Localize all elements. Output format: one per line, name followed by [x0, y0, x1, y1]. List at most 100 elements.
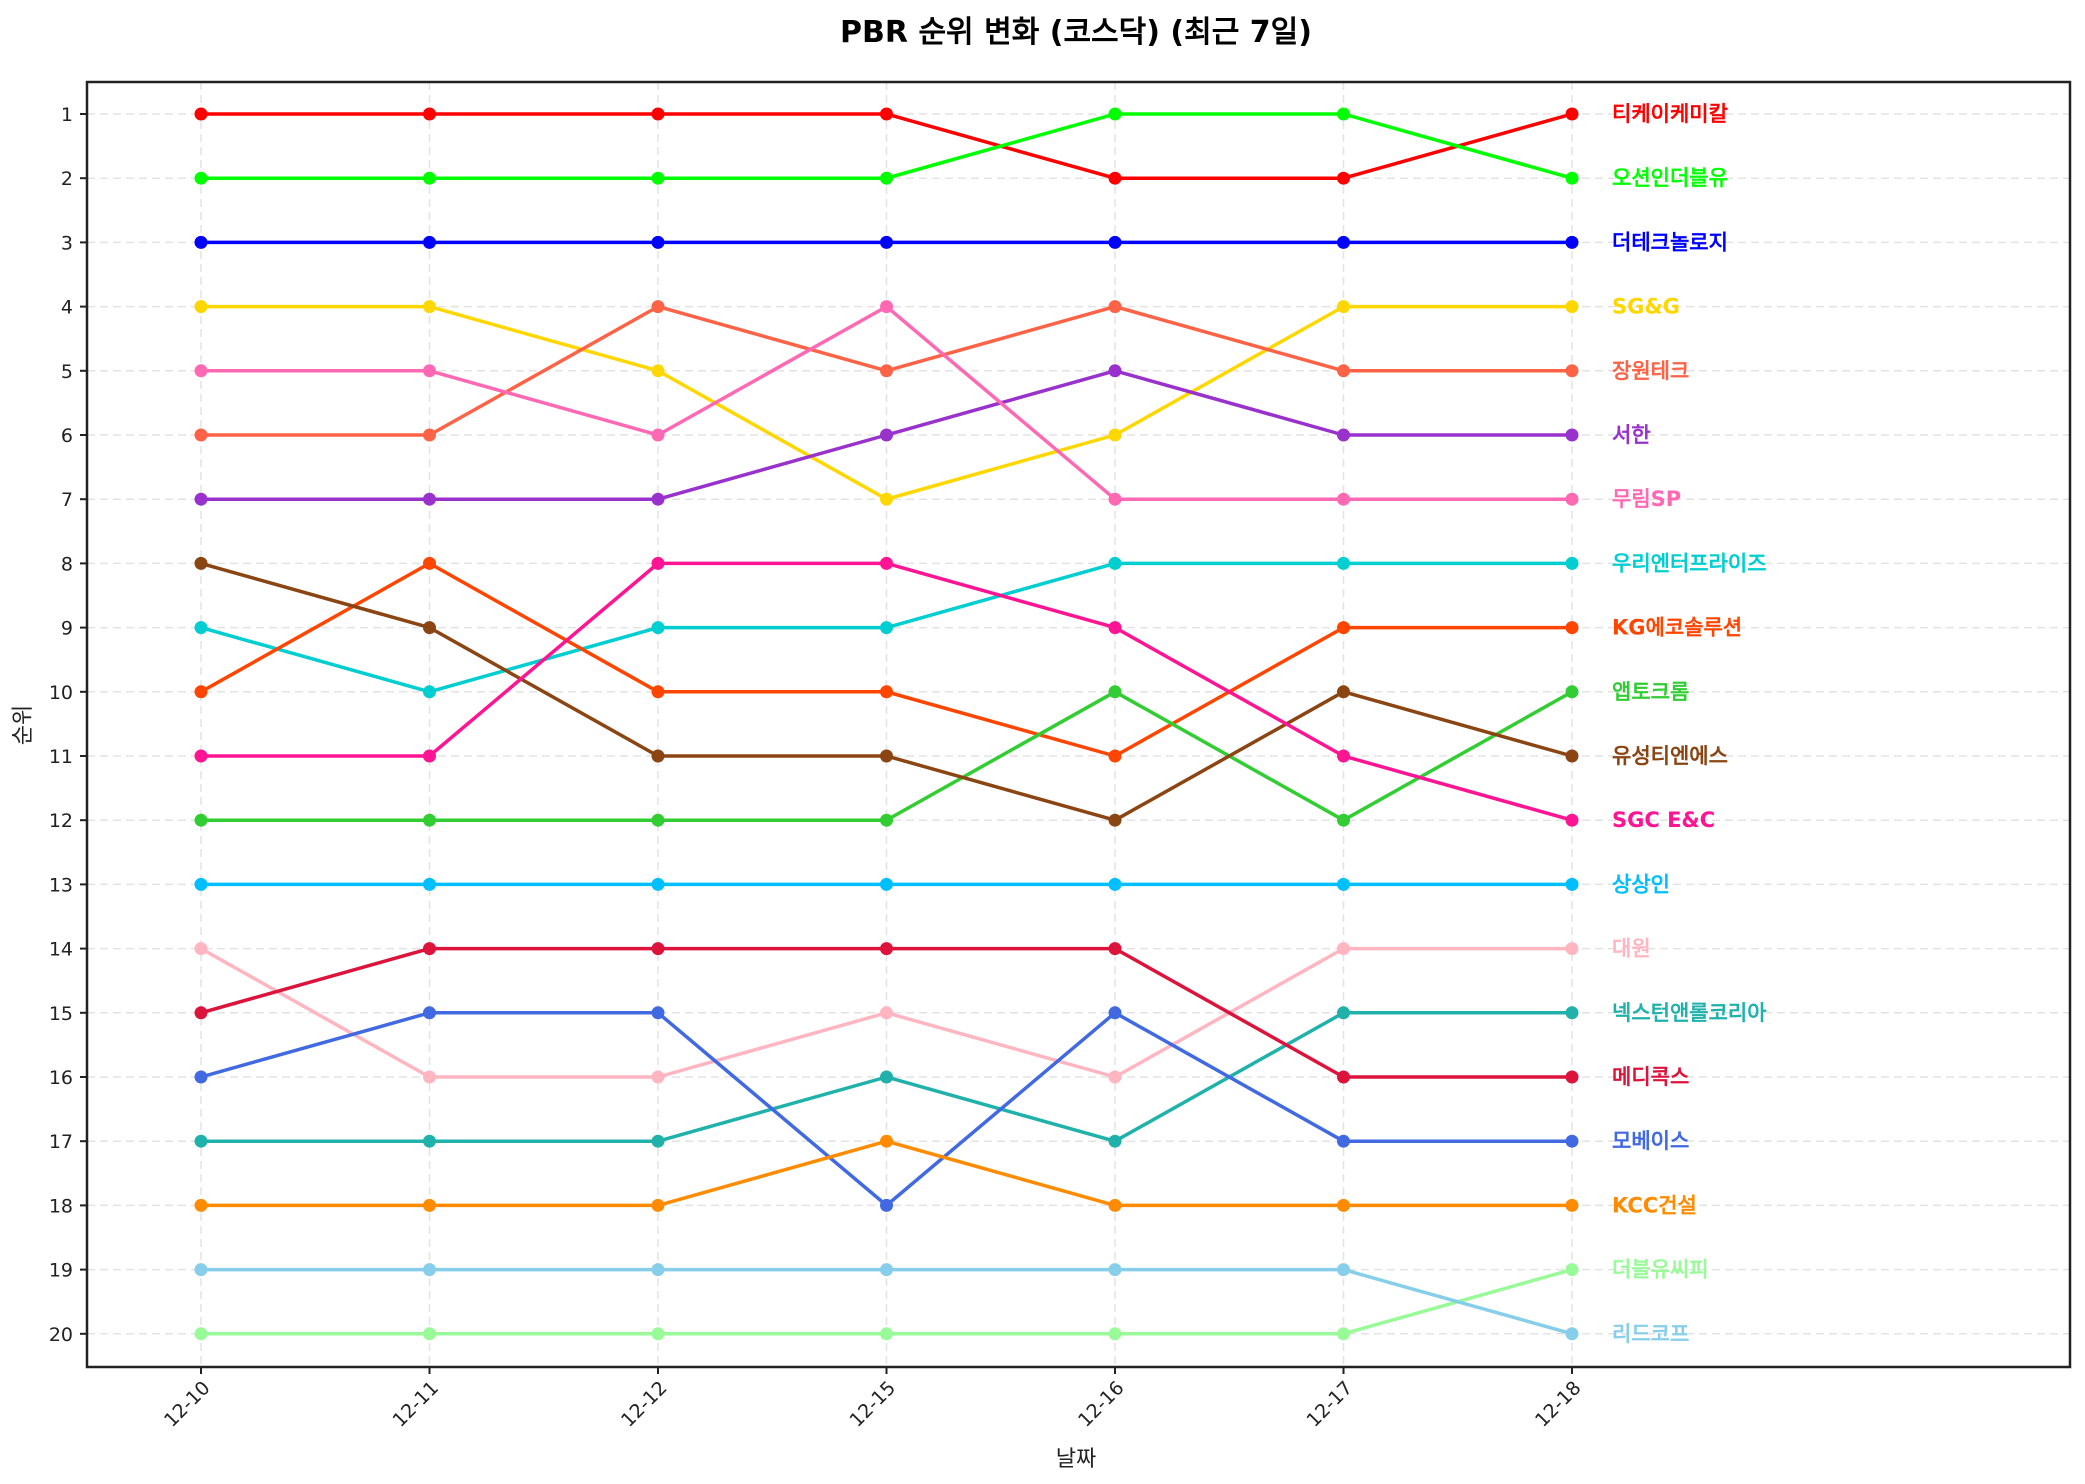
data-point [1108, 685, 1122, 699]
data-point [1565, 428, 1579, 442]
data-point [651, 1327, 665, 1341]
data-point [880, 1134, 893, 1148]
y-tick-label: 10 [49, 682, 73, 704]
data-point [1565, 556, 1579, 570]
data-point [1108, 235, 1122, 249]
data-point [1108, 1070, 1122, 1084]
data-point [1565, 300, 1579, 314]
data-point [1337, 942, 1350, 956]
data-point [1337, 364, 1350, 378]
data-point [651, 300, 665, 314]
data-point [880, 1327, 893, 1341]
data-point [1565, 107, 1579, 121]
data-point [1565, 235, 1579, 249]
data-point [1337, 877, 1350, 891]
data-point [194, 492, 208, 506]
data-point [194, 942, 208, 956]
data-point [1108, 107, 1122, 121]
data-point [423, 428, 436, 442]
data-point [1565, 813, 1579, 827]
data-point [1565, 621, 1579, 635]
data-point [423, 621, 436, 635]
data-point [1337, 300, 1350, 314]
data-point [194, 877, 208, 891]
data-point [423, 942, 436, 956]
data-point [423, 1327, 436, 1341]
y-tick-label: 6 [61, 425, 73, 447]
data-point [880, 235, 893, 249]
data-point [651, 1006, 665, 1020]
y-tick-label: 2 [61, 168, 73, 190]
x-tick-label: 12-12 [617, 1377, 672, 1432]
data-point [423, 235, 436, 249]
data-point [1337, 813, 1350, 827]
data-point [1108, 621, 1122, 635]
data-point [194, 813, 208, 827]
data-point [1565, 749, 1579, 763]
data-point [1108, 942, 1122, 956]
series-lines [194, 107, 1579, 1341]
data-point [423, 171, 436, 185]
data-point [423, 1006, 436, 1020]
data-point [1565, 1134, 1579, 1148]
series-end-label: 티케이케미칼 [1612, 102, 1728, 126]
series-end-label: SGC E&C [1612, 808, 1715, 832]
data-point [651, 1134, 665, 1148]
series-end-label: 상상인 [1612, 872, 1670, 896]
x-axis-label: 날짜 [1056, 1447, 1096, 1472]
data-point [423, 1198, 436, 1212]
series-end-label: 우리엔터프라이즈 [1612, 551, 1767, 575]
y-tick-label: 13 [49, 874, 73, 896]
x-tick-label: 12-18 [1531, 1377, 1586, 1432]
data-point [1108, 877, 1122, 891]
data-point [194, 749, 208, 763]
y-tick-label: 20 [49, 1324, 73, 1346]
y-tick-label: 17 [49, 1131, 73, 1153]
series-end-label: 앱토크롬 [1612, 680, 1689, 704]
data-point [194, 1327, 208, 1341]
data-point [1337, 107, 1350, 121]
data-point [651, 556, 665, 570]
data-point [651, 235, 665, 249]
x-tick-label: 12-16 [1074, 1377, 1129, 1432]
data-point [651, 685, 665, 699]
data-point [880, 813, 893, 827]
data-point [1108, 1134, 1122, 1148]
x-tick-label: 12-10 [160, 1377, 215, 1432]
data-point [1337, 1263, 1350, 1277]
data-point [1337, 1198, 1350, 1212]
data-point [1565, 877, 1579, 891]
data-point [423, 300, 436, 314]
series-end-label: 대원 [1612, 937, 1651, 961]
data-point [1565, 1070, 1579, 1084]
data-point [194, 171, 208, 185]
y-tick-label: 14 [49, 939, 73, 961]
y-tick-label: 15 [49, 1003, 73, 1025]
data-point [651, 1070, 665, 1084]
data-point [651, 1263, 665, 1277]
y-tick-label: 3 [61, 232, 73, 254]
data-point [1108, 813, 1122, 827]
series-end-label: 장원테크 [1612, 359, 1689, 383]
data-point [1565, 171, 1579, 185]
y-tick-label: 12 [49, 810, 73, 832]
data-point [1337, 171, 1350, 185]
series-end-label: 넥스턴앤롤코리아 [1612, 1001, 1767, 1025]
data-point [880, 107, 893, 121]
data-point [651, 171, 665, 185]
data-point [1337, 556, 1350, 570]
y-tick-label: 5 [61, 361, 73, 383]
data-point [423, 813, 436, 827]
data-point [880, 1070, 893, 1084]
data-point [194, 364, 208, 378]
data-point [651, 942, 665, 956]
data-point [1565, 1327, 1579, 1341]
data-point [194, 556, 208, 570]
data-point [1337, 428, 1350, 442]
data-point [880, 621, 893, 635]
series-end-label: KG에코솔루션 [1612, 616, 1742, 640]
x-tick-label: 12-11 [388, 1377, 443, 1432]
data-point [423, 749, 436, 763]
data-point [1565, 1198, 1579, 1212]
